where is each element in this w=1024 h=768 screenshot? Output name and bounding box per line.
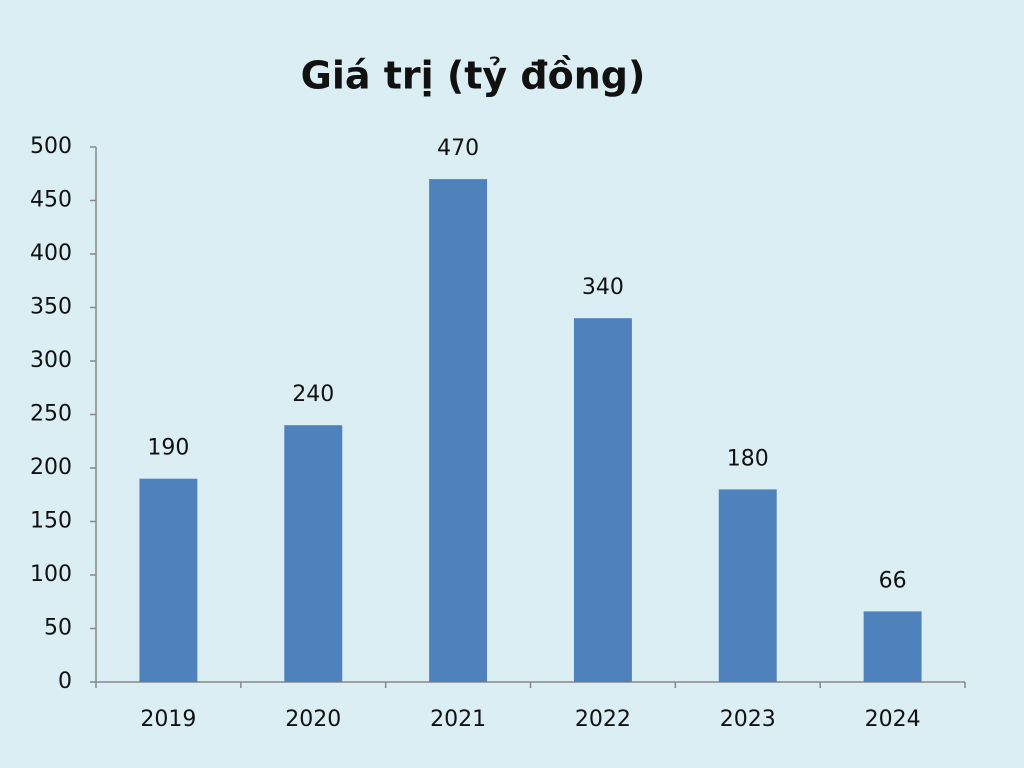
x-tick-label: 2019 (140, 707, 196, 732)
x-tick-label: 2021 (430, 707, 486, 732)
x-tick-label: 2024 (865, 707, 921, 732)
bar (139, 478, 198, 682)
y-tick-label: 250 (30, 402, 72, 427)
y-tick-label: 0 (58, 669, 72, 694)
bar (573, 318, 632, 682)
x-tick-label: 2020 (285, 707, 341, 732)
x-tick-label: 2022 (575, 707, 631, 732)
data-label: 190 (147, 436, 189, 461)
x-tick-label: 2023 (720, 707, 776, 732)
data-label: 180 (727, 446, 769, 471)
y-tick-label: 300 (30, 348, 72, 373)
data-label: 240 (292, 382, 334, 407)
y-tick-label: 200 (30, 455, 72, 480)
y-tick-label: 450 (30, 188, 72, 213)
y-tick-label: 50 (44, 616, 72, 641)
y-tick-label: 150 (30, 509, 72, 534)
y-tick-label: 100 (30, 562, 72, 587)
bar (429, 179, 488, 682)
y-tick-label: 500 (30, 134, 72, 159)
bar (718, 489, 777, 682)
chart-title: Giá trị (tỷ đồng) (301, 54, 646, 98)
bar (284, 425, 343, 682)
data-label: 470 (437, 136, 479, 161)
bar (863, 611, 922, 682)
data-label: 340 (582, 275, 624, 300)
y-tick-label: 350 (30, 295, 72, 320)
data-label: 66 (879, 568, 907, 593)
y-tick-label: 400 (30, 241, 72, 266)
